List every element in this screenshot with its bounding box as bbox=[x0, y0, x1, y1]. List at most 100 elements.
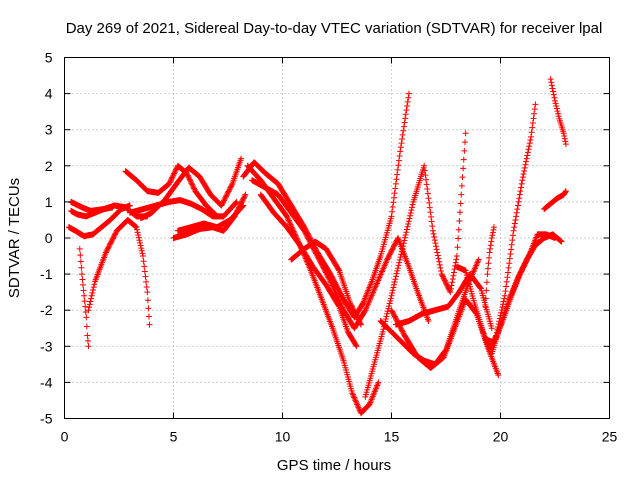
data-point bbox=[433, 243, 440, 250]
x-axis-label: GPS time / hours bbox=[277, 457, 391, 474]
data-point bbox=[318, 261, 325, 268]
data-point bbox=[335, 302, 342, 309]
data-point bbox=[457, 209, 464, 216]
data-point bbox=[436, 261, 443, 268]
data-point bbox=[382, 259, 389, 266]
data-point bbox=[353, 343, 360, 350]
data-point bbox=[456, 217, 463, 224]
data-point bbox=[508, 241, 515, 248]
data-point bbox=[471, 265, 478, 272]
data-point bbox=[317, 259, 324, 266]
data-point bbox=[518, 267, 525, 274]
data-point bbox=[145, 313, 152, 320]
data-point bbox=[382, 261, 389, 268]
data-point bbox=[523, 258, 530, 265]
data-point bbox=[139, 253, 146, 260]
data-point bbox=[486, 249, 493, 256]
data-marks bbox=[65, 76, 569, 417]
data-point bbox=[557, 237, 564, 244]
data-point bbox=[324, 272, 331, 279]
data-point bbox=[522, 161, 529, 168]
data-point bbox=[356, 405, 363, 412]
data-point bbox=[432, 240, 439, 247]
data-point bbox=[390, 194, 397, 201]
data-point bbox=[222, 193, 229, 200]
data-point bbox=[499, 304, 506, 311]
data-point bbox=[326, 275, 333, 282]
data-point bbox=[112, 230, 119, 237]
data-point bbox=[501, 292, 508, 299]
data-point bbox=[409, 204, 416, 211]
data-point bbox=[354, 313, 361, 320]
data-point bbox=[351, 395, 358, 402]
data-point bbox=[141, 263, 148, 270]
data-point bbox=[526, 143, 533, 150]
data-point bbox=[305, 235, 312, 242]
data-point bbox=[392, 180, 399, 187]
data-point bbox=[80, 287, 87, 294]
data-point bbox=[136, 237, 143, 244]
data-point bbox=[532, 101, 539, 108]
data-point bbox=[458, 182, 465, 189]
data-point bbox=[378, 270, 385, 277]
data-point bbox=[431, 233, 438, 240]
data-point bbox=[377, 271, 384, 278]
data-point bbox=[399, 131, 406, 138]
data-point bbox=[386, 303, 393, 310]
data-point bbox=[86, 304, 93, 311]
data-point bbox=[392, 276, 399, 283]
data-point bbox=[452, 259, 459, 266]
data-point bbox=[386, 300, 393, 307]
data-point bbox=[531, 110, 538, 117]
data-point bbox=[400, 123, 407, 130]
data-point bbox=[520, 263, 527, 270]
data-point bbox=[106, 243, 113, 250]
data-point bbox=[393, 176, 400, 183]
data-point bbox=[552, 100, 559, 107]
data-point bbox=[394, 267, 401, 274]
data-point bbox=[438, 268, 445, 275]
data-point bbox=[303, 232, 310, 239]
data-point bbox=[455, 226, 462, 233]
data-point bbox=[318, 260, 325, 267]
data-point bbox=[472, 264, 479, 271]
data-point bbox=[504, 269, 511, 276]
data-point bbox=[404, 102, 411, 109]
data-point bbox=[522, 260, 529, 267]
data-point bbox=[509, 237, 516, 244]
data-point bbox=[441, 277, 448, 284]
y-tick-label: 4 bbox=[45, 86, 53, 102]
data-point bbox=[391, 281, 398, 288]
data-point bbox=[349, 391, 356, 398]
data-point bbox=[405, 90, 412, 97]
data-point bbox=[166, 180, 173, 187]
data-point bbox=[352, 342, 359, 349]
data-point bbox=[352, 397, 359, 404]
data-point bbox=[103, 248, 110, 255]
data-point bbox=[429, 227, 436, 234]
data-point bbox=[503, 283, 510, 290]
data-point bbox=[84, 332, 91, 339]
data-point bbox=[529, 124, 536, 131]
data-point bbox=[137, 242, 144, 249]
data-point bbox=[485, 260, 492, 267]
data-point bbox=[168, 175, 175, 182]
data-point bbox=[352, 398, 359, 405]
data-point bbox=[398, 140, 405, 147]
data-point bbox=[238, 203, 245, 210]
y-tick-label: 0 bbox=[45, 230, 53, 246]
data-point bbox=[355, 404, 362, 411]
data-point bbox=[142, 273, 149, 280]
data-point bbox=[394, 166, 401, 173]
data-point bbox=[135, 234, 142, 241]
data-point bbox=[513, 213, 520, 220]
data-point bbox=[389, 309, 396, 316]
data-point bbox=[502, 288, 509, 295]
data-point bbox=[320, 265, 327, 272]
data-point bbox=[329, 283, 336, 290]
data-point bbox=[323, 270, 330, 277]
data-point bbox=[88, 295, 95, 302]
y-tick-label: -4 bbox=[40, 374, 53, 390]
data-point bbox=[398, 248, 405, 255]
series-arc-3 bbox=[68, 204, 116, 220]
